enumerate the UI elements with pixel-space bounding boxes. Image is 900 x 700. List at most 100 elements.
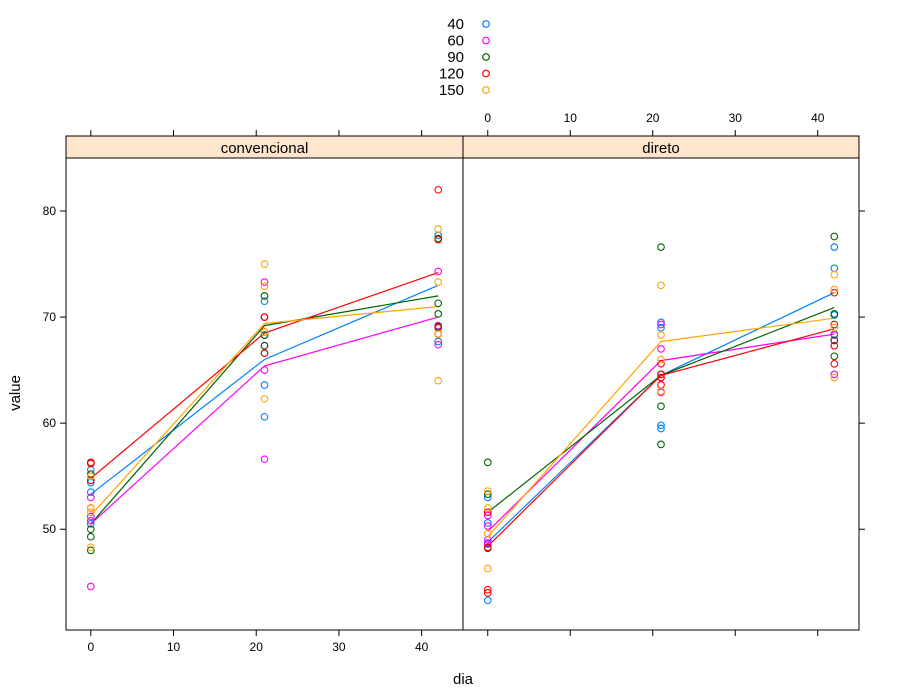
top-tick-label-10: 10: [564, 111, 578, 125]
point-direto-60-21-1: [657, 345, 665, 353]
point-direto-150-21-1: [657, 331, 665, 339]
point-direto-90-21-2: [657, 402, 665, 411]
point-convencional-150-42-1: [434, 278, 443, 286]
point-convencional-120-0-2: [86, 476, 95, 485]
legend-marker-150: [482, 86, 490, 94]
line-direto-40: [487, 292, 835, 543]
point-convencional-120-0-1: [86, 459, 95, 468]
point-direto-60-42-2: [830, 370, 839, 379]
point-direto-60-21-0: [657, 320, 665, 329]
point-direto-120-21-3: [657, 373, 665, 382]
point-convencional-150-21-2: [260, 394, 269, 403]
point-direto-120-42-1: [830, 320, 839, 329]
point-convencional-150-42-3: [434, 376, 443, 385]
point-direto-120-42-2: [830, 341, 839, 350]
top-tick-label-20: 20: [646, 111, 660, 125]
top-tick-label-40: 40: [811, 111, 825, 125]
legend-marker-120: [482, 69, 490, 78]
point-convencional-150-0-2: [86, 508, 95, 517]
panel-frame-convencional: [65, 157, 464, 631]
point-direto-150-0-1: [483, 504, 492, 512]
point-convencional-60-0-3: [86, 582, 95, 591]
point-direto-120-21-0: [657, 370, 665, 379]
panels: convencional direto: [65, 135, 860, 631]
point-direto-120-42-3: [830, 359, 839, 368]
point-direto-150-42-2: [830, 323, 839, 332]
point-convencional-60-42-0: [434, 267, 443, 276]
left-tick-label-60: 60: [43, 416, 57, 430]
point-direto-150-0-3: [483, 564, 492, 573]
point-convencional-90-42-1: [434, 299, 443, 308]
point-direto-90-0-0: [483, 458, 492, 467]
point-convencional-40-21-1: [260, 381, 269, 389]
point-convencional-40-21-0: [260, 297, 269, 306]
point-convencional-90-0-2: [86, 532, 95, 541]
point-convencional-60-21-0: [260, 278, 269, 286]
point-direto-150-0-0: [483, 487, 492, 495]
point-direto-40-42-1: [830, 264, 839, 273]
bottom-tick-label-0: 0: [87, 640, 94, 654]
x-axis-label: dia: [453, 671, 474, 688]
point-direto-40-0-3: [483, 596, 492, 605]
top-tick-label-30: 30: [729, 111, 743, 125]
point-convencional-40-21-2: [260, 412, 269, 421]
point-convencional-150-21-1: [260, 282, 269, 291]
point-direto-40-21-1: [657, 323, 665, 332]
point-direto-90-0-1: [483, 490, 492, 499]
point-direto-90-21-3: [657, 440, 665, 449]
top-tick-label-0: 0: [484, 111, 491, 125]
bottom-tick-label-10: 10: [167, 640, 181, 654]
legend-marker-90: [482, 53, 490, 61]
left-tick-label-80: 80: [43, 204, 57, 218]
point-direto-120-21-1: [657, 381, 665, 389]
point-direto-120-42-0: [830, 288, 839, 297]
point-direto-150-42-1: [830, 285, 839, 294]
left-tick-label-70: 70: [43, 310, 57, 324]
point-convencional-150-0-3: [86, 543, 95, 552]
legend-label-60: 60: [447, 33, 464, 50]
point-convencional-90-0-3: [86, 546, 95, 555]
point-convencional-60-42-2: [434, 340, 443, 349]
right-axis: [859, 210, 865, 530]
line-direto-150: [487, 317, 835, 538]
point-convencional-120-21-2: [260, 349, 269, 358]
bottom-axis: 0 10 20 30 40: [87, 630, 819, 654]
point-direto-40-42-0: [830, 243, 839, 251]
point-direto-90-42-0: [830, 232, 839, 241]
point-direto-150-21-0: [657, 281, 665, 290]
line-convencional-150: [90, 305, 439, 516]
point-direto-90-42-2: [830, 336, 839, 345]
bottom-tick-label-20: 20: [250, 640, 264, 654]
point-convencional-150-21-3: [260, 328, 269, 336]
point-direto-90-42-3: [830, 352, 839, 361]
point-direto-120-0-0: [483, 508, 492, 517]
panel-frame-direto: [462, 157, 860, 631]
legend-marker-60: [482, 36, 490, 45]
point-direto-120-0-2: [483, 585, 492, 594]
point-convencional-90-0-1: [86, 525, 95, 534]
line-direto-60: [487, 333, 835, 532]
point-convencional-150-21-0: [260, 260, 269, 268]
point-direto-120-21-2: [657, 359, 665, 368]
point-direto-40-21-0: [657, 318, 665, 327]
legend-label-120: 120: [439, 66, 464, 83]
point-convencional-90-42-2: [434, 310, 443, 318]
point-convencional-120-42-0: [434, 185, 443, 194]
line-convencional-120: [90, 272, 439, 479]
legend-label-90: 90: [447, 49, 464, 66]
point-direto-150-0-2: [483, 529, 492, 538]
legend-label-40: 40: [447, 16, 464, 33]
line-convencional-60: [90, 316, 439, 525]
point-direto-60-42-0: [830, 331, 839, 339]
left-axis: 50 60 70 80: [43, 204, 66, 536]
point-direto-150-42-3: [830, 373, 839, 382]
panel-convencional: convencional: [65, 135, 464, 631]
point-direto-40-21-3: [657, 424, 665, 433]
point-convencional-90-21-3: [260, 341, 269, 350]
point-convencional-60-0-1: [86, 512, 95, 521]
line-convencional-40: [90, 284, 439, 495]
point-direto-60-0-3: [483, 540, 492, 548]
point-convencional-40-0-2: [86, 488, 95, 496]
